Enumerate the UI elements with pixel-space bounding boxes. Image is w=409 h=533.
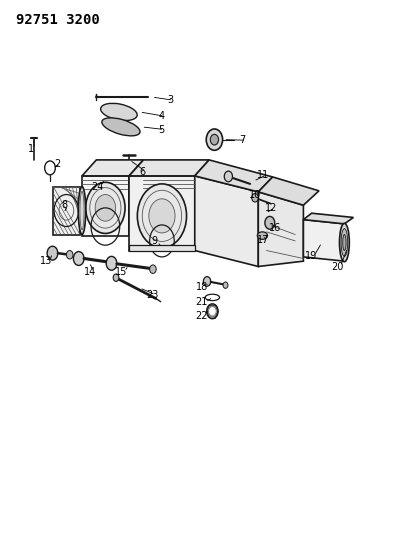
Text: 23: 23	[146, 290, 158, 300]
Circle shape	[203, 277, 210, 286]
Text: 21: 21	[195, 297, 207, 306]
Text: 19: 19	[304, 251, 316, 261]
Text: 14: 14	[84, 267, 96, 277]
Text: 3: 3	[167, 95, 173, 105]
Text: 92751 3200: 92751 3200	[16, 13, 100, 27]
Ellipse shape	[100, 103, 137, 120]
Circle shape	[206, 304, 218, 319]
Polygon shape	[303, 213, 353, 224]
Circle shape	[137, 184, 186, 248]
Ellipse shape	[78, 187, 85, 235]
Circle shape	[251, 193, 258, 202]
Circle shape	[66, 251, 73, 259]
Text: 5: 5	[157, 125, 164, 134]
Text: 1: 1	[28, 144, 34, 154]
Ellipse shape	[101, 118, 140, 136]
Text: 12: 12	[265, 203, 277, 213]
Text: 24: 24	[91, 182, 103, 191]
Circle shape	[264, 216, 274, 229]
Text: 2: 2	[54, 159, 61, 169]
Polygon shape	[194, 176, 258, 266]
Polygon shape	[129, 160, 143, 236]
Polygon shape	[129, 245, 194, 251]
Ellipse shape	[257, 232, 267, 239]
Polygon shape	[258, 192, 303, 266]
Text: 10: 10	[248, 190, 261, 199]
Polygon shape	[82, 160, 143, 176]
Circle shape	[107, 258, 114, 266]
Circle shape	[222, 282, 227, 288]
Ellipse shape	[340, 229, 347, 256]
Text: 18: 18	[195, 282, 207, 292]
Text: 8: 8	[62, 200, 67, 210]
Polygon shape	[53, 187, 80, 235]
Circle shape	[148, 199, 175, 233]
Circle shape	[106, 256, 117, 270]
Polygon shape	[194, 160, 272, 192]
Text: 22: 22	[195, 311, 207, 320]
Circle shape	[206, 129, 222, 150]
Text: 4: 4	[158, 111, 164, 121]
Circle shape	[209, 308, 215, 315]
Circle shape	[85, 182, 125, 233]
Ellipse shape	[339, 223, 348, 262]
Polygon shape	[129, 160, 209, 176]
Text: 16: 16	[268, 223, 280, 233]
Ellipse shape	[342, 235, 345, 251]
Circle shape	[210, 134, 218, 145]
Text: 6: 6	[139, 167, 145, 176]
Text: 7: 7	[239, 135, 245, 145]
Text: 20: 20	[330, 262, 342, 271]
Circle shape	[47, 246, 58, 260]
Text: 9: 9	[151, 237, 157, 246]
Polygon shape	[129, 176, 194, 251]
Circle shape	[73, 252, 84, 265]
Circle shape	[224, 171, 232, 182]
Text: 17: 17	[256, 235, 269, 245]
Polygon shape	[303, 220, 344, 261]
Circle shape	[113, 274, 119, 281]
Polygon shape	[258, 177, 318, 205]
Text: 15: 15	[115, 267, 127, 277]
Circle shape	[149, 265, 156, 273]
Circle shape	[95, 195, 115, 221]
Text: 11: 11	[256, 170, 269, 180]
Polygon shape	[82, 176, 129, 236]
Text: 13: 13	[40, 256, 52, 266]
